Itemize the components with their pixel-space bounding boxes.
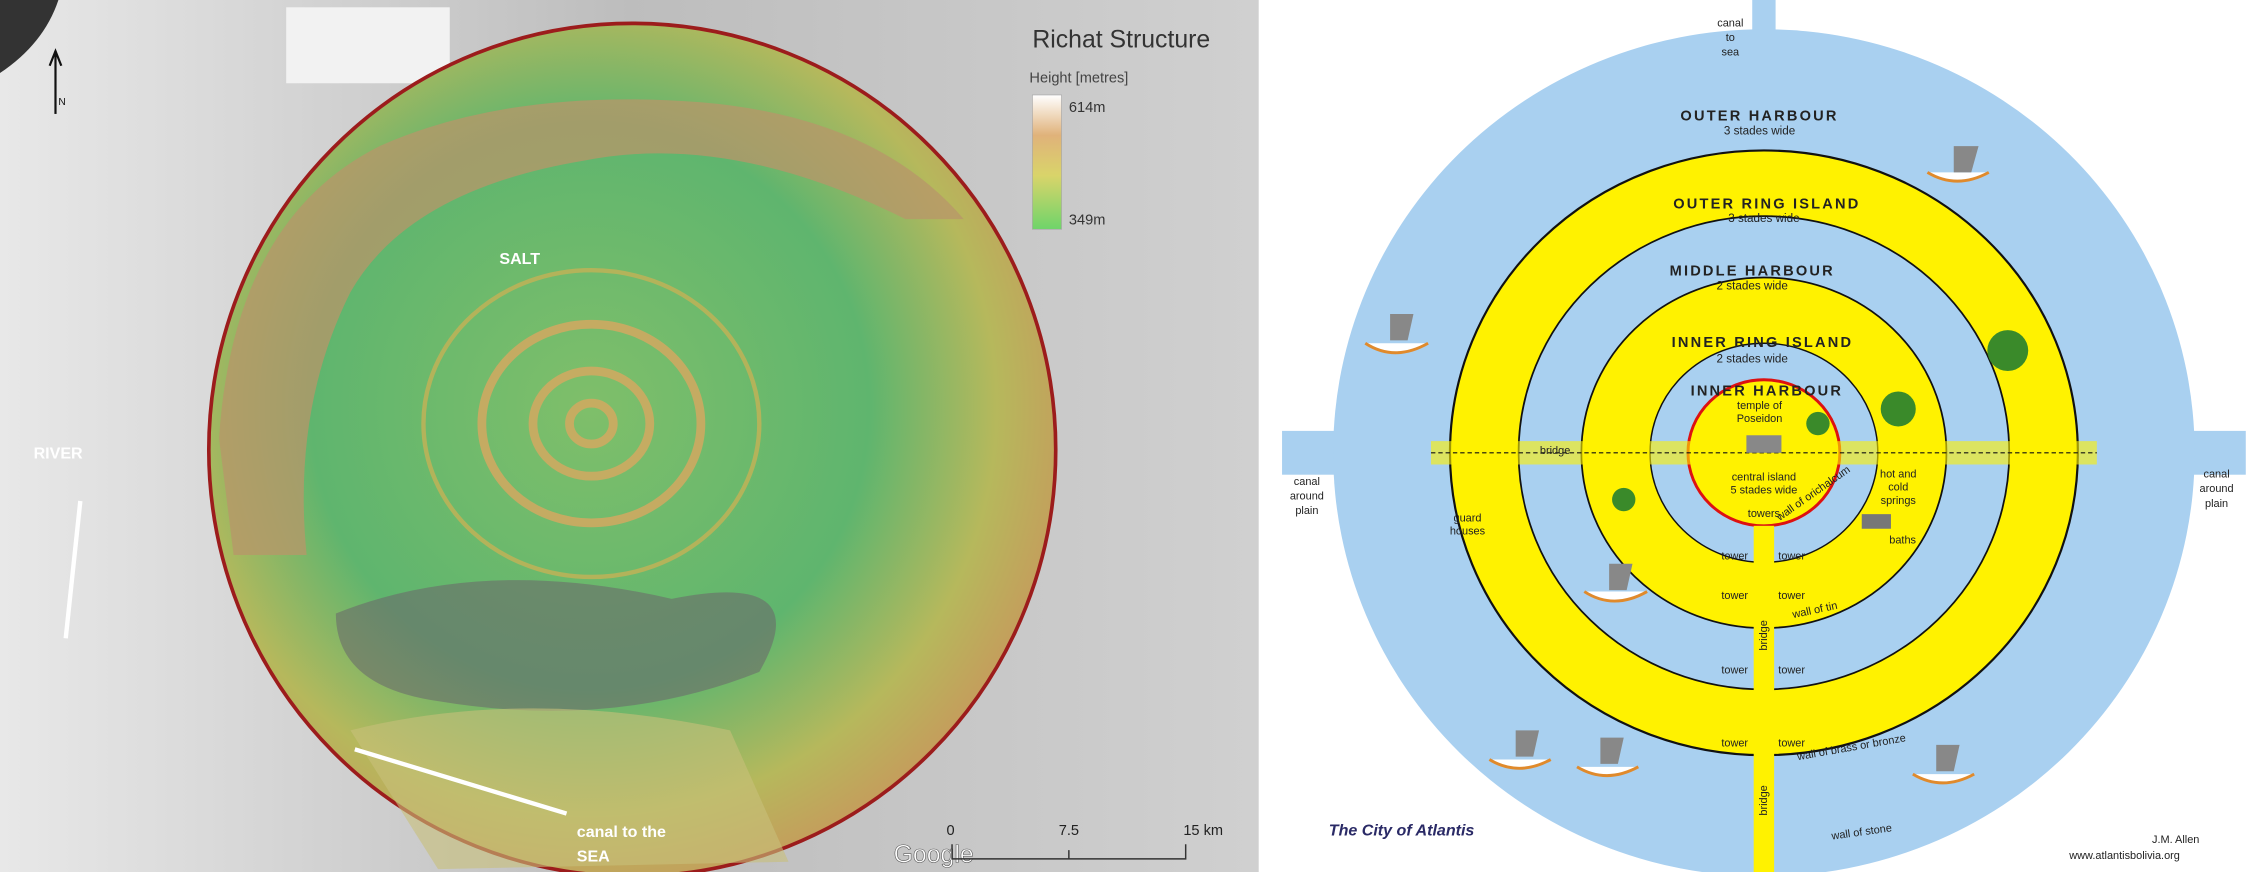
- central-island-label: central island: [1732, 472, 1796, 484]
- color-bar: [1031, 94, 1062, 230]
- ring-width: 3 stades wide: [1728, 212, 1799, 225]
- river-label: RIVER: [34, 445, 83, 463]
- dark-terrain: [0, 0, 59, 74]
- tower-label: tower: [1721, 550, 1748, 562]
- author: J.M. Allen: [2152, 834, 2199, 846]
- springs-label: hot and: [1880, 469, 1916, 481]
- bridge-label: bridge: [1758, 620, 1770, 650]
- ring-width: 3 stades wide: [1724, 125, 1795, 138]
- tower-label: tower: [1721, 664, 1748, 676]
- salt-flats: [335, 580, 776, 711]
- canal-label: canal to the: [577, 823, 666, 841]
- north-label: N: [58, 97, 65, 108]
- tower-label: tower: [1778, 737, 1805, 749]
- legend-max: 614m: [1069, 100, 1106, 116]
- left-map: N Richat Structure Height [metres] 614m …: [0, 0, 1259, 872]
- tower-label: tower: [1778, 664, 1805, 676]
- ring-name: INNER HARBOUR: [1691, 383, 1844, 399]
- canal-plain-label: canal: [1294, 476, 1320, 488]
- tower-label: tower: [1778, 550, 1805, 562]
- canal-to-sea-label: to: [1726, 32, 1735, 44]
- boats: [1364, 171, 1990, 785]
- ring-name: OUTER RING ISLAND: [1673, 196, 1860, 212]
- website: www.atlantisbolivia.org: [2068, 850, 2180, 862]
- ring-name: OUTER HARBOUR: [1680, 109, 1838, 125]
- lowland: [350, 708, 789, 870]
- bridge-label: bridge: [1540, 445, 1570, 457]
- towers-label: towers: [1748, 508, 1781, 520]
- temple-label: temple of: [1737, 400, 1783, 412]
- ring-name: INNER RING ISLAND: [1672, 335, 1854, 351]
- baths-icon: [1861, 514, 1891, 529]
- tower-label: tower: [1721, 590, 1748, 602]
- trees: [1612, 330, 2029, 512]
- canal-plain-label: canal: [2203, 469, 2229, 481]
- tower-label: tower: [1721, 737, 1748, 749]
- canal-plain-label: plain: [2205, 498, 2228, 510]
- scale-bar: [951, 844, 1187, 860]
- canal-plain-label: plain: [1295, 505, 1318, 517]
- atlantis-diagram: canal to sea OUTER HARBOUR 3 stades wide…: [1264, 0, 2256, 872]
- springs-label: springs: [1881, 495, 1917, 507]
- canal-to-sea-label: sea: [1722, 46, 1741, 58]
- temple-label: Poseidon: [1737, 413, 1783, 425]
- baths-label: baths: [1889, 534, 1916, 546]
- springs-label: cold: [1888, 482, 1908, 494]
- bridge-strip: [1753, 525, 1775, 872]
- legend-min: 349m: [1069, 212, 1106, 228]
- canal-plain-label: around: [1290, 491, 1324, 503]
- rings: [477, 319, 706, 528]
- canal-to-sea-label: canal: [1717, 17, 1743, 29]
- scale-label: 7.5: [1059, 823, 1079, 839]
- tower-label: tower: [1778, 590, 1805, 602]
- canal-label: SEA: [577, 848, 610, 866]
- caption: The City of Atlantis: [1329, 821, 1475, 839]
- central-island-label: 5 stades wide: [1730, 485, 1797, 497]
- salt-label: SALT: [499, 250, 540, 268]
- highland: [219, 99, 964, 556]
- scale-label: 15 km: [1183, 823, 1223, 839]
- blank-patch: [286, 7, 450, 84]
- sails: [1390, 146, 1979, 772]
- river-marker: [63, 500, 83, 639]
- map-title: Richat Structure: [1032, 26, 1210, 53]
- bridge-label: bridge: [1758, 785, 1770, 815]
- ring-name: MIDDLE HARBOUR: [1670, 264, 1835, 280]
- canal-plain-label: around: [2200, 483, 2234, 495]
- scale-label: 0: [947, 823, 955, 839]
- ring-outer: [421, 268, 762, 580]
- legend-title: Height [metres]: [1029, 71, 1128, 87]
- ring-width: 2 stades wide: [1717, 279, 1788, 292]
- ring-width: 2 stades wide: [1717, 352, 1788, 365]
- guard-houses-label: houses: [1450, 526, 1486, 538]
- google-logo: Google: [894, 841, 974, 868]
- canal-marker: [354, 747, 568, 816]
- temple-icon: [1746, 435, 1782, 453]
- north-arrow-head: [48, 48, 63, 67]
- guard-houses-label: guard: [1454, 512, 1482, 524]
